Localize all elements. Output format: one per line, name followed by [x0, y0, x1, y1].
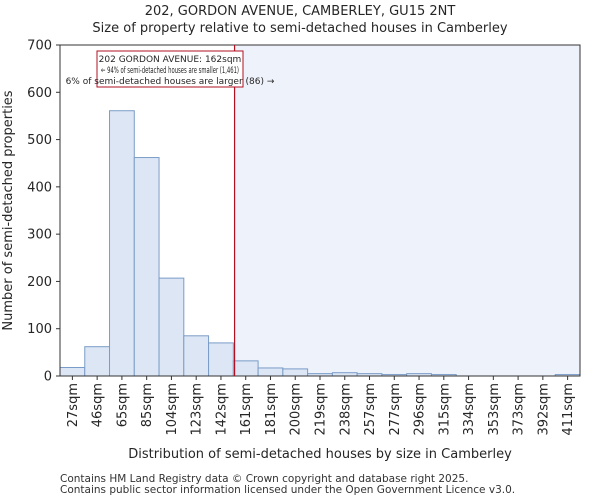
bar-46sqm — [84, 346, 111, 377]
y-tick-label: 500 — [27, 133, 52, 148]
y-tick-label: 0 — [44, 370, 52, 385]
chart-title-line1: 202, GORDON AVENUE, CAMBERLEY, GU15 2NT — [144, 4, 456, 19]
x-tick-label: 123sqm — [190, 383, 205, 436]
annotation-line2: ← 94% of semi-detached houses are smalle… — [101, 66, 239, 76]
chart-title-line2: Size of property relative to semi-detach… — [92, 21, 508, 36]
x-tick-label: 219sqm — [314, 383, 329, 436]
bar-123sqm — [183, 335, 210, 377]
bar-161sqm — [232, 360, 259, 377]
bar-104sqm — [158, 277, 185, 377]
annotation-box — [96, 50, 244, 88]
x-tick-label: 392sqm — [536, 383, 551, 436]
x-tick-label: 200sqm — [289, 383, 304, 436]
annotation-line1: 202 GORDON AVENUE: 162sqm — [99, 55, 242, 65]
bar-181sqm — [257, 367, 284, 377]
bar-65sqm — [109, 110, 135, 377]
x-tick-label: 104sqm — [165, 383, 180, 436]
x-tick-label: 411sqm — [561, 383, 576, 436]
x-tick-label: 142sqm — [214, 383, 229, 436]
x-tick-label: 181sqm — [264, 383, 279, 436]
larger-region-highlight — [234, 45, 581, 376]
x-tick-label: 65sqm — [115, 383, 130, 427]
x-tick-label: 277sqm — [388, 383, 403, 436]
annotation-line3: 6% of semi-detached houses are larger (8… — [66, 77, 275, 87]
bar-142sqm — [208, 342, 234, 377]
plot-frame — [59, 44, 581, 377]
x-tick-label: 85sqm — [140, 383, 155, 427]
y-tick-label: 200 — [27, 275, 52, 290]
x-tick-label: 46sqm — [91, 383, 106, 427]
footer-line2: Contains public sector information licen… — [60, 484, 516, 496]
x-tick-label: 296sqm — [413, 383, 428, 436]
bar-27sqm — [59, 366, 86, 377]
x-tick-label: 257sqm — [363, 383, 378, 436]
footer-line1: Contains HM Land Registry data © Crown c… — [60, 473, 469, 485]
x-tick-label: 27sqm — [66, 383, 81, 427]
y-tick-label: 300 — [27, 228, 52, 243]
x-tick-label: 161sqm — [239, 383, 254, 436]
bar-85sqm — [133, 157, 160, 377]
x-tick-label: 238sqm — [338, 383, 353, 436]
x-tick-label: 373sqm — [512, 383, 527, 436]
x-axis-label: Distribution of semi-detached houses by … — [128, 447, 512, 462]
y-tick-label: 100 — [27, 322, 52, 337]
y-tick-label: 400 — [27, 180, 52, 195]
bar-200sqm — [282, 368, 309, 377]
x-tick-label: 353sqm — [487, 383, 502, 436]
x-tick-label: 315sqm — [437, 383, 452, 436]
y-tick-label: 600 — [27, 86, 52, 101]
y-tick-label: 700 — [27, 39, 52, 54]
x-tick-label: 334sqm — [462, 383, 477, 436]
y-axis-label: Number of semi-detached properties — [1, 90, 16, 330]
